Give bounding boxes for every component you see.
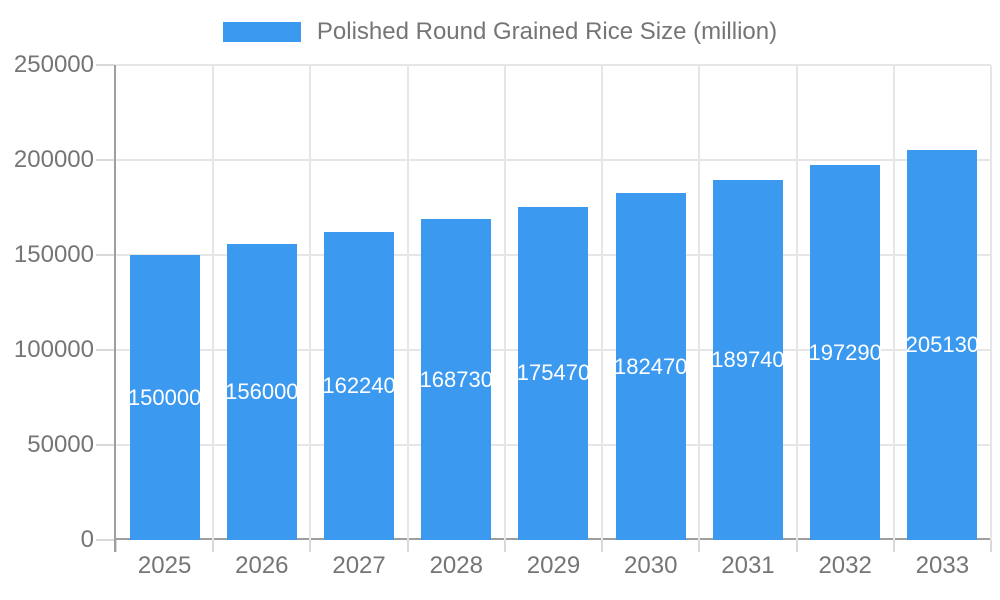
bar-value-label: 156000 — [225, 378, 299, 404]
bar-value-label: 162240 — [322, 372, 396, 398]
x-tick-label: 2029 — [526, 552, 581, 579]
bar-slot: 205130 — [894, 150, 991, 540]
bar-2028: 168730 — [419, 219, 493, 540]
x-tick-mark — [601, 540, 604, 552]
bar-2029: 175470 — [516, 206, 591, 540]
x-tick-label: 2028 — [429, 552, 483, 579]
x-tick-label: 2033 — [915, 552, 970, 579]
h-gridline — [116, 64, 991, 66]
x-tick-mark — [115, 540, 117, 552]
x-tick-mark — [503, 540, 506, 552]
bar-slot: 175470 — [505, 206, 602, 540]
y-tick-mark — [96, 254, 115, 256]
v-gridline — [892, 65, 895, 540]
y-tick-label: 150000 — [13, 241, 94, 268]
x-tick-label: 2031 — [721, 552, 775, 579]
y-tick-mark — [96, 444, 115, 446]
y-tick-mark — [96, 539, 115, 541]
legend-swatch — [222, 22, 301, 42]
bar-value-label: 189740 — [711, 346, 785, 372]
v-gridline — [795, 65, 798, 540]
y-tick-label: 250000 — [13, 51, 94, 78]
y-axis-line — [114, 65, 116, 552]
y-tick-mark — [96, 349, 115, 351]
x-tick-mark — [406, 540, 409, 552]
y-tick-label: 0 — [80, 526, 94, 553]
bar-slot: 162240 — [310, 231, 407, 540]
bar-2032: 197290 — [808, 165, 882, 540]
bar-value-label: 175470 — [516, 360, 591, 386]
bar-slot: 189740 — [699, 179, 796, 540]
v-gridline — [212, 65, 215, 540]
bar-value-label: 182470 — [614, 353, 688, 379]
x-tick-mark — [212, 540, 215, 552]
bar-slot: 168730 — [408, 219, 505, 540]
legend-item[interactable]: Polished Round Grained Rice Size (millio… — [0, 18, 1000, 46]
v-gridline — [406, 65, 409, 540]
bar-value-label: 197290 — [808, 339, 882, 365]
x-tick-label: 2027 — [332, 552, 386, 579]
x-tick-mark — [309, 540, 312, 552]
y-tick-mark — [96, 159, 115, 161]
bar-slot: 156000 — [213, 243, 310, 540]
x-tick-mark — [892, 540, 895, 552]
y-tick-label: 100000 — [13, 336, 94, 363]
bar-2027: 162240 — [322, 231, 396, 540]
y-tick-label: 200000 — [13, 146, 94, 173]
bar-slot: 197290 — [797, 165, 894, 540]
bar-slot: 182470 — [602, 193, 699, 540]
y-tick-label: 50000 — [27, 431, 94, 458]
bar-slot: 150000 — [116, 255, 213, 540]
x-tick-mark — [990, 540, 992, 552]
bar-2030: 182470 — [614, 193, 688, 540]
bar-2031: 189740 — [711, 179, 785, 540]
v-gridline — [601, 65, 604, 540]
bar-value-label: 205130 — [905, 332, 980, 358]
h-gridline — [116, 159, 991, 161]
bar-value-label: 150000 — [127, 384, 202, 410]
bar-value-label: 168730 — [419, 366, 493, 392]
x-tick-mark — [698, 540, 701, 552]
x-tick-label: 2030 — [624, 552, 678, 579]
x-axis-labels: 2025 2026 2027 2028 2029 2030 2031 2032 2033 — [116, 552, 991, 582]
legend-label: Polished Round Grained Rice Size (millio… — [316, 18, 778, 45]
plot-area: 150000 156000 162240 168730 175470 182470 1897… — [96, 64, 992, 552]
bar-2033: 205130 — [905, 150, 980, 540]
x-tick-label: 2032 — [818, 552, 872, 579]
x-tick-label: 2026 — [235, 552, 289, 579]
v-gridline — [309, 65, 312, 540]
x-tick-label: 2025 — [137, 552, 192, 579]
v-gridline — [990, 65, 992, 540]
v-gridline — [698, 65, 701, 540]
v-gridline — [503, 65, 506, 540]
bar-2026: 156000 — [225, 243, 299, 540]
bar-2025: 150000 — [127, 255, 202, 540]
y-axis-labels: 0 50000 100000 150000 200000 250000 — [0, 51, 94, 553]
y-tick-mark — [96, 64, 115, 66]
x-tick-mark — [795, 540, 798, 552]
